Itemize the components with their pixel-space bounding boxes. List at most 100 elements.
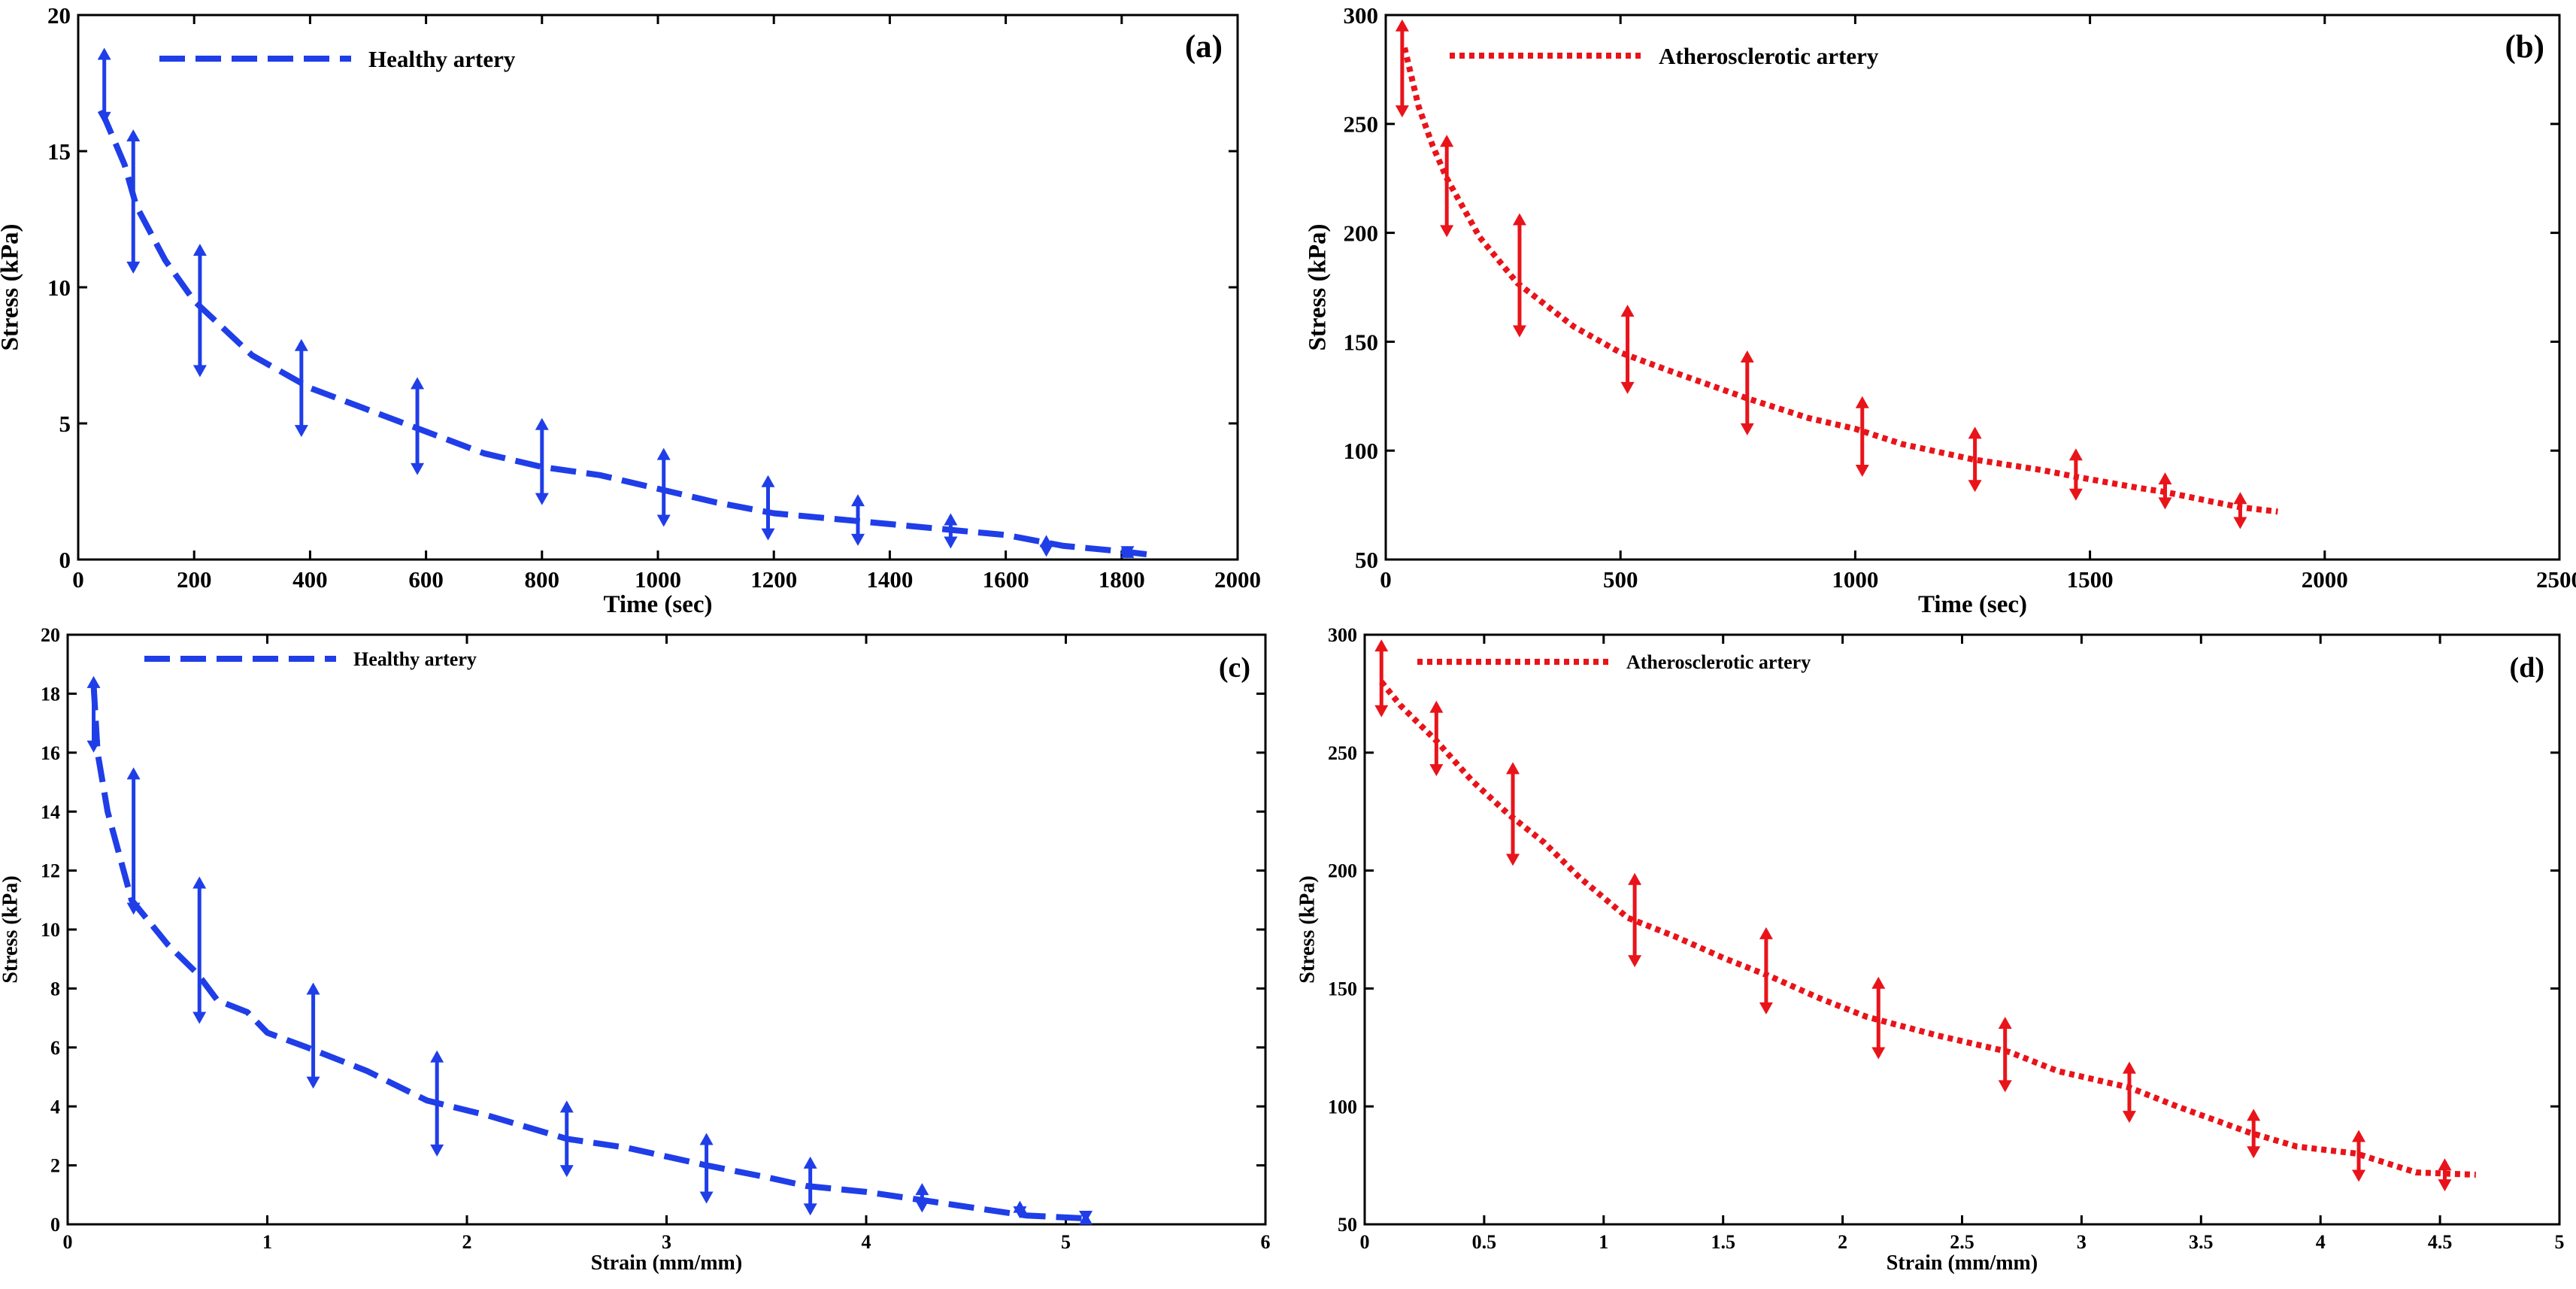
- error-bar: [2352, 1130, 2366, 1182]
- error-bar-arrow-up: [1871, 976, 1886, 989]
- error-bar-arrow-up: [1855, 396, 1869, 408]
- error-bar: [1620, 305, 1635, 394]
- error-bar-arrow-up: [1440, 135, 1454, 147]
- error-bar-arrow-up: [699, 1133, 714, 1145]
- y-tick-label: 18: [41, 684, 60, 705]
- y-tick-label: 20: [47, 2, 71, 29]
- y-tick-label: 6: [50, 1037, 60, 1059]
- error-bar-arrow-up: [126, 767, 141, 780]
- error-bar-arrow-up: [2247, 1109, 2261, 1121]
- x-tick-label: 1200: [750, 566, 797, 593]
- error-bar-arrow-down: [803, 1203, 817, 1216]
- error-bar-arrow-down: [2352, 1169, 2366, 1182]
- x-tick-label: 1: [1599, 1231, 1608, 1253]
- series-line: [1379, 680, 2476, 1178]
- y-tick-label: 300: [1344, 2, 1379, 29]
- error-bar: [97, 47, 111, 124]
- error-bar-arrow-down: [411, 463, 425, 475]
- error-bar-arrow-up: [761, 475, 775, 487]
- x-axis-title: Time (sec): [603, 591, 712, 618]
- error-bar-arrow-up: [294, 338, 308, 351]
- y-tick-label: 50: [1338, 1214, 1357, 1236]
- error-bar-arrow-up: [1740, 350, 1754, 362]
- error-bar-arrow-down: [1998, 1080, 2012, 1093]
- error-bar-arrow-down: [306, 1076, 320, 1089]
- error-bar: [1759, 927, 1773, 1015]
- error-bar-arrow-down: [1871, 1047, 1886, 1060]
- error-bar-arrow-down: [1740, 423, 1754, 435]
- error-bar: [306, 982, 320, 1089]
- error-bar: [535, 417, 549, 505]
- x-tick-label: 1.5: [1711, 1231, 1735, 1253]
- x-tick-label: 6: [1261, 1231, 1271, 1253]
- x-tick-label: 200: [177, 566, 212, 593]
- series-line: [90, 684, 1086, 1222]
- error-bar-arrow-up: [915, 1183, 929, 1196]
- x-tick-label: 5: [2555, 1231, 2565, 1253]
- error-bar-arrow-up: [559, 1100, 574, 1113]
- plot-frame: [1384, 14, 2561, 561]
- x-tick-label: 600: [408, 566, 444, 593]
- error-bar-arrow-down: [2438, 1179, 2452, 1192]
- error-bar: [411, 377, 425, 475]
- x-axis-title: Time (sec): [1918, 591, 2027, 618]
- y-tick-label: 300: [1328, 624, 1357, 646]
- error-bar: [1628, 872, 1642, 968]
- series-line: [1402, 47, 2278, 515]
- error-bar-arrow-up: [1374, 639, 1389, 652]
- error-bar-arrow-down: [559, 1165, 574, 1178]
- error-bar: [1855, 396, 1869, 477]
- error-bar-arrow-up: [430, 1050, 444, 1063]
- y-tick-label: 0: [50, 1214, 60, 1236]
- error-bar-arrow-down: [430, 1144, 444, 1157]
- error-bar-arrow-down: [2068, 488, 2083, 501]
- error-bar-arrow-down: [97, 111, 111, 124]
- error-bar-arrow-down: [1620, 381, 1635, 394]
- x-tick-label: 1800: [1099, 566, 1145, 593]
- error-bar: [1512, 213, 1526, 338]
- error-bar: [915, 1183, 929, 1213]
- error-bar-arrow-down: [535, 493, 549, 505]
- panel-label: (b): [2505, 29, 2544, 65]
- error-bar: [1740, 350, 1754, 435]
- x-tick-label: 3.5: [2189, 1231, 2214, 1253]
- error-bar-arrow-down: [192, 1011, 207, 1024]
- x-tick-label: 2000: [1214, 566, 1261, 593]
- x-tick-label: 400: [292, 566, 328, 593]
- y-tick-label: 4: [50, 1096, 60, 1118]
- panel-label: (d): [2510, 652, 2544, 684]
- error-bar-arrow-down: [915, 1200, 929, 1213]
- error-bar: [192, 876, 207, 1024]
- error-bar-arrow-up: [1506, 762, 1520, 775]
- error-bar-arrow-down: [2233, 517, 2247, 529]
- error-bar-arrow-down: [1628, 955, 1642, 968]
- x-tick-label: 2.5: [1950, 1231, 1974, 1253]
- x-tick-label: 2: [1838, 1231, 1847, 1253]
- x-tick-label: 500: [1603, 566, 1638, 593]
- error-bar-arrow-up: [1759, 927, 1773, 939]
- error-bar: [1968, 426, 1982, 493]
- error-bar-arrow-up: [1998, 1017, 2012, 1030]
- error-bar: [1506, 762, 1520, 866]
- error-bar-arrow-up: [803, 1156, 817, 1169]
- error-bar-arrow-up: [97, 47, 111, 60]
- x-tick-label: 4: [2316, 1231, 2326, 1253]
- error-bar-arrow-up: [86, 675, 101, 688]
- error-bar-arrow-down: [2158, 497, 2172, 510]
- x-tick-label: 2: [462, 1231, 472, 1253]
- error-bar: [2233, 492, 2247, 529]
- error-bar-arrow-down: [1120, 546, 1135, 559]
- error-bar: [2247, 1109, 2261, 1159]
- x-tick-label: 4.5: [2428, 1231, 2453, 1253]
- legend-label: Healthy artery: [353, 648, 477, 670]
- error-bar-arrow-down: [1506, 854, 1520, 866]
- y-tick-label: 50: [1355, 547, 1378, 573]
- legend-label: Atherosclerotic artery: [1626, 651, 1811, 673]
- y-tick-label: 150: [1344, 329, 1379, 355]
- error-bar-arrow-up: [2352, 1130, 2366, 1142]
- error-bar-arrow-up: [306, 982, 320, 995]
- plot-frame: [66, 633, 1267, 1226]
- error-bar-arrow-up: [2233, 492, 2247, 505]
- error-bar-arrow-down: [1374, 705, 1389, 717]
